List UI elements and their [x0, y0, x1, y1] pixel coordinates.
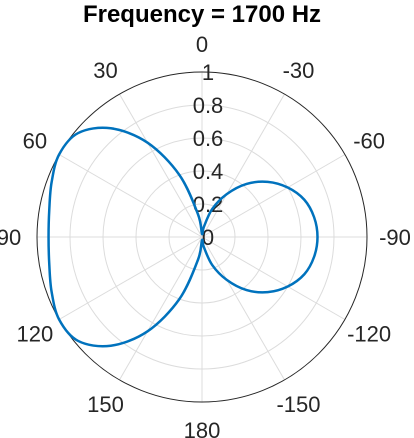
r-tick-label: 0.4 — [193, 159, 224, 184]
angle-tick-label: 120 — [16, 322, 53, 347]
spoke-line — [202, 237, 285, 380]
angle-tick-label: 90 — [0, 225, 21, 250]
spoke-line — [120, 94, 203, 237]
angle-tick-label: 30 — [93, 58, 117, 83]
chart-title: Frequency = 1700 Hz — [83, 1, 321, 28]
angle-tick-label: 0 — [196, 32, 208, 57]
angle-tick-label: 180 — [184, 418, 221, 438]
r-tick-label: 0.6 — [193, 126, 224, 151]
angle-tick-label: -90 — [379, 225, 411, 250]
angle-tick-label: -60 — [353, 129, 385, 154]
radial-tick-labels: 00.20.40.60.81 — [193, 60, 224, 250]
angle-tick-label: -120 — [347, 322, 391, 347]
r-tick-label: 0.8 — [193, 93, 224, 118]
angle-tick-label: 150 — [87, 392, 124, 417]
r-tick-label: 1 — [202, 60, 214, 85]
angle-tick-label: -150 — [276, 392, 320, 417]
angle-tick-label: 60 — [23, 129, 47, 154]
spoke-line — [59, 237, 202, 320]
spoke-line — [59, 155, 202, 238]
angle-tick-label: -30 — [283, 58, 315, 83]
spoke-line — [120, 237, 203, 380]
